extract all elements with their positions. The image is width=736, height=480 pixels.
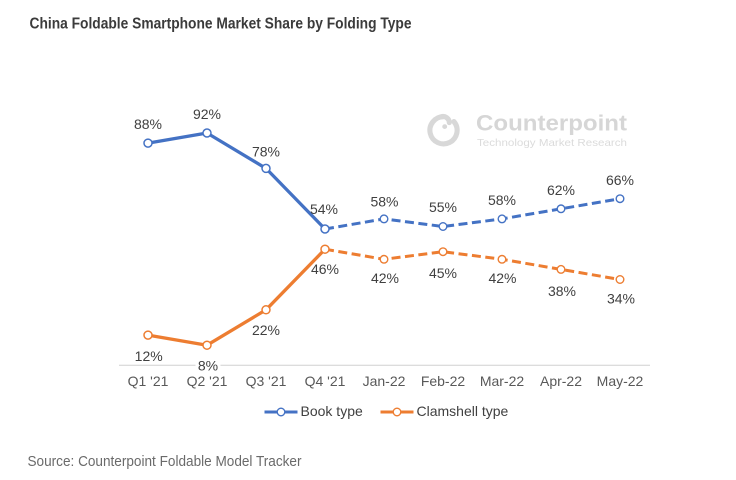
svg-text:46%: 46% <box>311 261 339 277</box>
svg-text:66%: 66% <box>606 172 634 188</box>
svg-text:22%: 22% <box>252 322 280 338</box>
svg-text:Q2 '21: Q2 '21 <box>187 373 228 389</box>
svg-text:92%: 92% <box>193 106 221 122</box>
svg-text:Source: Counterpoint Foldable: Source: Counterpoint Foldable Model Trac… <box>28 453 302 470</box>
svg-text:Technology Market Research: Technology Market Research <box>477 137 627 149</box>
svg-text:58%: 58% <box>488 192 516 208</box>
svg-text:12%: 12% <box>135 348 163 364</box>
svg-text:Q1 '21: Q1 '21 <box>128 373 169 389</box>
svg-text:Clamshell type: Clamshell type <box>417 403 509 419</box>
svg-text:Feb-22: Feb-22 <box>421 373 466 389</box>
svg-text:Mar-22: Mar-22 <box>480 373 525 389</box>
svg-text:54%: 54% <box>310 201 338 217</box>
svg-text:34%: 34% <box>607 291 635 307</box>
svg-text:42%: 42% <box>371 270 399 286</box>
svg-text:China Foldable Smartphone Mark: China Foldable Smartphone Market Share b… <box>30 15 412 32</box>
svg-text:Jan-22: Jan-22 <box>363 373 406 389</box>
svg-text:38%: 38% <box>548 283 576 299</box>
svg-text:Counterpoint: Counterpoint <box>476 110 628 135</box>
svg-text:78%: 78% <box>252 144 280 160</box>
svg-text:8%: 8% <box>198 357 218 373</box>
svg-text:Q4 '21: Q4 '21 <box>305 373 346 389</box>
svg-text:42%: 42% <box>488 270 516 286</box>
svg-text:Apr-22: Apr-22 <box>540 373 582 389</box>
svg-text:58%: 58% <box>370 194 398 210</box>
svg-text:45%: 45% <box>429 265 457 281</box>
svg-text:Q3 '21: Q3 '21 <box>246 373 287 389</box>
svg-text:62%: 62% <box>547 182 575 198</box>
svg-text:May-22: May-22 <box>597 373 644 389</box>
svg-text:Book type: Book type <box>301 403 363 419</box>
svg-text:88%: 88% <box>134 116 162 132</box>
svg-text:55%: 55% <box>429 199 457 215</box>
